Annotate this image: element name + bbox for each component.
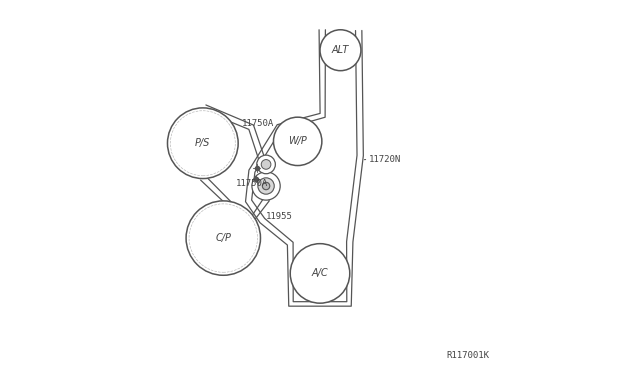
Text: R117001K: R117001K bbox=[447, 351, 490, 360]
Text: 11750A: 11750A bbox=[242, 119, 274, 128]
Circle shape bbox=[257, 155, 275, 174]
Circle shape bbox=[261, 160, 271, 169]
Text: A/C: A/C bbox=[312, 269, 328, 278]
Circle shape bbox=[273, 117, 322, 166]
Circle shape bbox=[168, 108, 238, 179]
Text: 11750A: 11750A bbox=[236, 179, 268, 188]
Circle shape bbox=[186, 201, 260, 275]
Text: 11720N: 11720N bbox=[369, 155, 401, 164]
Text: W/P: W/P bbox=[288, 137, 307, 146]
Circle shape bbox=[320, 30, 361, 71]
Circle shape bbox=[258, 178, 275, 194]
Circle shape bbox=[291, 244, 349, 303]
Text: P/S: P/S bbox=[195, 138, 211, 148]
Text: 11955: 11955 bbox=[266, 212, 293, 221]
Circle shape bbox=[189, 204, 257, 272]
Text: C/P: C/P bbox=[215, 233, 231, 243]
Circle shape bbox=[262, 182, 270, 190]
Circle shape bbox=[252, 172, 280, 200]
Text: ALT: ALT bbox=[332, 45, 349, 55]
Circle shape bbox=[170, 111, 236, 176]
